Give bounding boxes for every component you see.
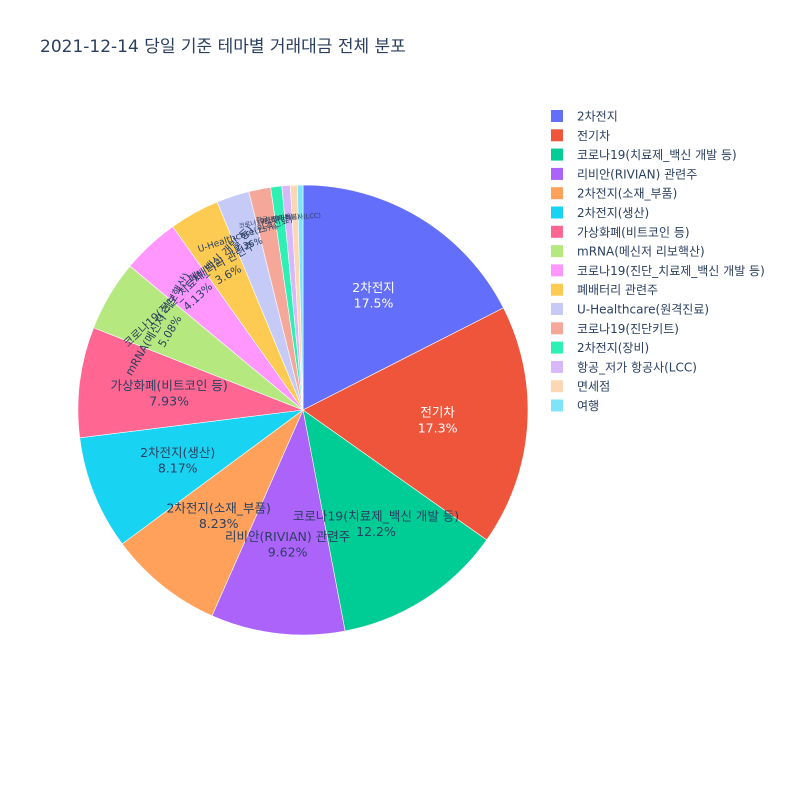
slice-label-percent-0: 17.5%	[354, 295, 394, 310]
legend-swatch-14[interactable]	[551, 380, 563, 393]
slice-label-percent-3: 9.62%	[268, 545, 308, 560]
slice-label-2: 코로나19(치료제_백신 개발 등) 12.2%	[293, 508, 459, 539]
legend-label-12[interactable]: 2차전지(장비)	[577, 341, 649, 355]
slice-label-percent-11: 1.57%	[257, 223, 279, 235]
pie-slice-6[interactable]	[77, 327, 304, 439]
legend-label-15[interactable]: 여행	[577, 398, 599, 413]
legend-label-2[interactable]: 코로나19(치료제_백신 개발 등)	[577, 148, 737, 162]
pie-slice-5[interactable]	[79, 409, 305, 545]
slice-label-percent-4: 8.23%	[199, 516, 239, 531]
pie-slice-3[interactable]	[211, 408, 346, 636]
legend-swatch-4[interactable]	[551, 187, 563, 200]
legend-label-14[interactable]: 면세점	[577, 380, 610, 394]
slice-label-name-6: 가상화폐(비트코인 등)	[110, 378, 227, 393]
legend-swatch-8[interactable]	[551, 264, 563, 277]
legend-swatch-1[interactable]	[551, 129, 563, 142]
legend-label-11[interactable]: 코로나19(진단키트)	[577, 322, 679, 336]
legend-swatch-11[interactable]	[551, 322, 563, 335]
slice-label-name-1: 전기차	[420, 405, 455, 420]
legend-label-1[interactable]: 전기차	[577, 129, 610, 143]
legend-label-10[interactable]: U-Healthcare(원격진료)	[577, 303, 709, 317]
slice-label-name-0: 2차전지	[352, 280, 394, 295]
slice-label-name-4: 2차전지(소재_부품)	[166, 500, 270, 515]
legend-swatch-0[interactable]	[551, 110, 563, 122]
slice-label-percent-1: 17.3%	[418, 420, 458, 435]
pie-slice-1[interactable]	[302, 307, 529, 541]
pie-slice-0[interactable]	[302, 184, 504, 411]
pie-slices	[77, 184, 529, 636]
slice-label-percent-5: 8.17%	[158, 461, 198, 476]
slice-label-name-3: 리비안(RIVIAN) 관련주	[225, 529, 350, 544]
slice-label-4: 2차전지(소재_부품) 8.23%	[166, 500, 270, 531]
legend-label-0[interactable]: 2차전지	[577, 110, 618, 124]
legend-swatch-7[interactable]	[551, 245, 563, 258]
slice-label-0: 2차전지 17.5%	[352, 280, 394, 311]
pie-slice-2[interactable]	[302, 409, 488, 632]
legend-label-8[interactable]: 코로나19(진단_치료제_백신 개발 등)	[577, 264, 765, 278]
slice-label-name-2: 코로나19(치료제_백신 개발 등)	[293, 508, 459, 523]
slice-label-1: 전기차 17.3%	[418, 405, 458, 436]
legend-label-5[interactable]: 2차전지(생산)	[577, 206, 649, 220]
legend-swatch-10[interactable]	[551, 303, 563, 315]
legend-swatch-13[interactable]	[551, 360, 563, 373]
legend-swatch-15[interactable]	[551, 399, 563, 412]
legend-swatch-6[interactable]	[551, 225, 563, 238]
slice-label-percent-2: 12.2%	[356, 524, 396, 539]
legend-label-4[interactable]: 2차전지(소재_부품)	[577, 187, 677, 201]
slice-label-percent-6: 7.93%	[149, 394, 189, 409]
legend-label-7[interactable]: mRNA(메신저 리보핵산)	[577, 245, 705, 259]
slice-label-3: 리비안(RIVIAN) 관련주 9.62%	[225, 529, 350, 560]
legend-label-6[interactable]: 가상화폐(비트코인 등)	[577, 225, 690, 239]
slice-label-5: 2차전지(생산) 8.17%	[140, 445, 215, 476]
legend-swatch-9[interactable]	[551, 283, 563, 296]
pie-slice-15[interactable]	[297, 184, 304, 411]
legend-swatch-12[interactable]	[551, 341, 563, 354]
legend-label-3[interactable]: 리비안(RIVIAN) 관련주	[577, 167, 697, 181]
legend-swatch-3[interactable]	[551, 167, 563, 180]
chart-title: 2021-12-14 당일 기준 테마별 거래대금 전체 분포	[40, 37, 406, 57]
legend-label-9[interactable]: 폐배터리 관련주	[577, 283, 658, 297]
legend-swatch-2[interactable]	[551, 148, 563, 161]
legend-label-13[interactable]: 항공_저가 항공사(LCC)	[577, 360, 697, 374]
legend-swatch-5[interactable]	[551, 206, 563, 219]
pie-slice-4[interactable]	[121, 409, 304, 617]
slice-label-name-5: 2차전지(생산)	[140, 445, 215, 460]
slice-label-6: 가상화폐(비트코인 등) 7.93%	[110, 378, 227, 409]
